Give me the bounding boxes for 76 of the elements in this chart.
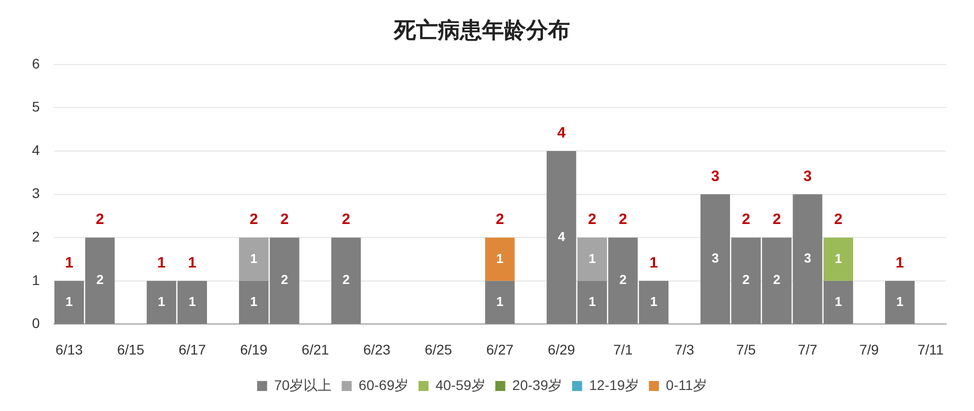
bar: [331, 238, 361, 324]
total-label: 2: [96, 211, 104, 228]
data-label: 4: [558, 228, 566, 244]
data-label: 3: [804, 250, 812, 266]
y-tick-label: 3: [32, 185, 40, 202]
data-label: 2: [280, 272, 288, 288]
y-tick-label: 1: [32, 272, 40, 288]
data-label: 1: [250, 294, 258, 309]
legend-label: 0-11岁: [666, 376, 707, 393]
total-label: 2: [342, 211, 350, 228]
x-tick-label: 7/5: [736, 341, 756, 358]
data-label: 2: [619, 272, 627, 288]
y-tick-label: 5: [32, 98, 40, 115]
total-label: 1: [188, 254, 196, 272]
total-label: 3: [803, 168, 812, 185]
total-label: 2: [280, 211, 289, 228]
legend-label: 20-39岁: [512, 376, 562, 393]
data-label: 1: [188, 294, 196, 309]
total-label: 4: [557, 124, 566, 142]
data-label: 1: [496, 294, 504, 309]
chart-title: 死亡病患年龄分布: [393, 17, 570, 42]
bar: [485, 238, 515, 281]
legend-label: 12-19岁: [589, 376, 639, 393]
total-label: 3: [711, 168, 720, 185]
x-tick-label: 7/3: [674, 341, 694, 358]
legend-label: 60-69岁: [358, 376, 408, 393]
x-tick-label: 6/17: [178, 341, 206, 358]
x-tick-label: 6/13: [56, 341, 84, 358]
x-tick-label: 6/19: [240, 341, 268, 358]
y-tick-label: 0: [32, 315, 40, 332]
total-label: 1: [650, 254, 658, 272]
data-label: 2: [96, 272, 104, 288]
total-label: 2: [742, 211, 750, 228]
total-label: 2: [496, 211, 504, 228]
bar: [885, 280, 915, 324]
total-label: 1: [64, 254, 74, 272]
bar: [824, 238, 854, 281]
data-label: 1: [66, 294, 73, 309]
legend-label: 40-59岁: [435, 376, 486, 393]
data-label: 1: [650, 294, 658, 309]
bar: [485, 280, 515, 324]
total-label: 2: [834, 211, 842, 228]
y-tick-label: 4: [32, 142, 40, 158]
x-tick-label: 6/25: [424, 341, 452, 358]
x-tick-label: 6/29: [548, 341, 576, 358]
x-tick-label: 6/27: [486, 341, 514, 358]
data-label: 1: [588, 250, 596, 266]
data-label: 1: [588, 294, 596, 309]
x-tick-label: 7/1: [613, 341, 633, 358]
data-label: 3: [712, 250, 719, 266]
bar: [577, 238, 607, 281]
data-label: 1: [896, 294, 904, 309]
data-label: 1: [250, 250, 258, 266]
total-label: 2: [618, 211, 628, 228]
x-tick-label: 6/23: [363, 341, 391, 358]
bar: [239, 238, 269, 281]
total-label: 1: [157, 254, 166, 272]
data-label: 1: [834, 250, 842, 266]
x-tick-label: 7/7: [798, 341, 818, 358]
y-tick-label: 2: [32, 228, 40, 244]
data-label: 1: [158, 294, 166, 309]
x-tick-label: 7/9: [859, 341, 880, 358]
total-label: 2: [772, 211, 781, 228]
data-label: 2: [742, 272, 750, 288]
legend-label: 70岁以上: [274, 376, 332, 393]
y-tick-label: 6: [32, 55, 40, 72]
data-label: 2: [342, 272, 350, 288]
data-label: 2: [773, 272, 780, 288]
total-label: 2: [588, 211, 596, 228]
x-tick-label: 6/21: [302, 341, 330, 358]
data-label: 1: [496, 250, 504, 266]
data-label: 1: [834, 294, 842, 309]
total-label: 2: [250, 211, 258, 228]
x-tick-label: 7/11: [918, 341, 944, 358]
total-label: 1: [896, 254, 904, 272]
x-tick-label: 6/15: [117, 341, 145, 358]
